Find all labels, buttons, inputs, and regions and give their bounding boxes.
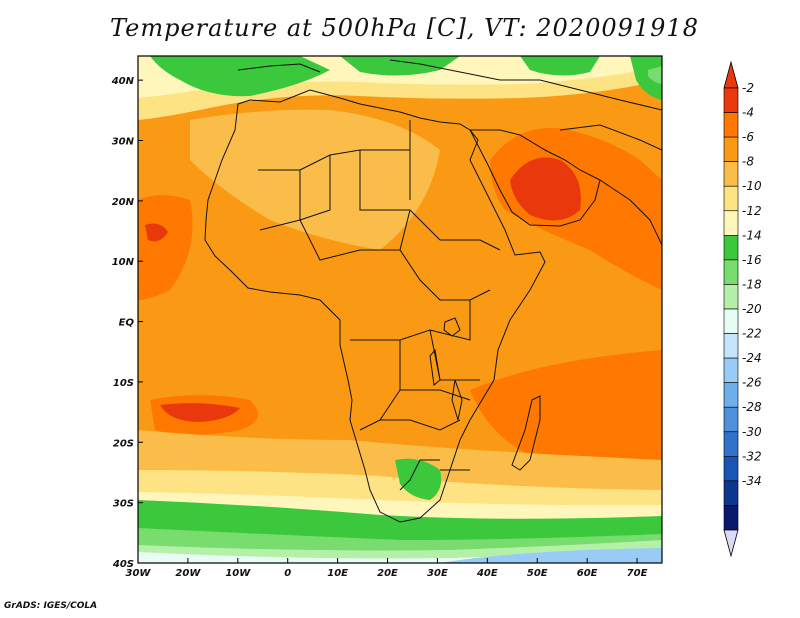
colorbar-label: -28 bbox=[742, 400, 762, 414]
lon-tick-label: 10W bbox=[225, 568, 251, 579]
lat-tick-label: 10S bbox=[113, 378, 134, 389]
lat-tick-label: 40N bbox=[111, 76, 135, 87]
lat-tick-label: 30S bbox=[113, 499, 134, 510]
colorbar-label: -20 bbox=[742, 302, 762, 316]
colorbar-label: -8 bbox=[742, 155, 754, 169]
lon-tick-label: 30E bbox=[427, 568, 448, 579]
colorbar-label: -4 bbox=[742, 106, 754, 120]
colorbar-swatch bbox=[723, 210, 739, 236]
colorbar-swatch bbox=[723, 456, 739, 482]
colorbar-swatch bbox=[723, 333, 739, 359]
colorbar-swatch bbox=[723, 112, 739, 138]
lon-tick-label: 60E bbox=[577, 568, 598, 579]
lat-tick-label: EQ bbox=[119, 318, 135, 329]
lat-tick-label: 20S bbox=[113, 438, 134, 449]
credit-text: GrADS: IGES/COLA bbox=[4, 601, 98, 611]
lon-tick-label: 70E bbox=[627, 568, 648, 579]
colorbar-swatch bbox=[723, 480, 739, 506]
colorbar-swatch bbox=[723, 308, 739, 334]
colorbar-swatch bbox=[723, 235, 739, 261]
colorbar-swatch bbox=[723, 259, 739, 285]
lat-tick-label: 20N bbox=[112, 197, 135, 208]
lon-tick-label: 40E bbox=[476, 568, 498, 579]
colorbar-label: -22 bbox=[742, 327, 762, 341]
colorbar-swatch bbox=[723, 431, 739, 457]
temperature-field bbox=[138, 56, 662, 563]
colorbar-label: -26 bbox=[742, 376, 762, 390]
colorbar-swatch bbox=[723, 357, 739, 383]
colorbar-label: -10 bbox=[742, 179, 762, 193]
colorbar-label: -24 bbox=[742, 351, 762, 365]
colorbar-top-arrow bbox=[723, 60, 739, 89]
colorbar-swatch bbox=[723, 505, 739, 531]
colorbar-swatch bbox=[723, 161, 739, 187]
colorbar-label: -12 bbox=[742, 204, 762, 218]
lon-tick-label: 10E bbox=[327, 568, 348, 579]
colorbar: -2 -4 -6 -8 -10 -12 -14 -16 -18 -20 -22 -24 -26 -28 -3… bbox=[723, 60, 762, 558]
lon-tick-label: 20W bbox=[175, 568, 201, 579]
colorbar-bottom-arrow bbox=[723, 529, 739, 558]
plot-frame bbox=[137, 55, 663, 564]
colorbar-label: -32 bbox=[742, 449, 762, 463]
lat-tick-label: 30N bbox=[112, 137, 135, 148]
colorbar-swatch bbox=[723, 406, 739, 433]
colorbar-swatch bbox=[723, 382, 739, 408]
coastlines bbox=[204, 59, 662, 523]
colorbar-label: -30 bbox=[742, 425, 762, 439]
lat-tick-label: 40S bbox=[112, 559, 134, 570]
colorbar-label: -18 bbox=[742, 277, 762, 291]
lon-tick-label: 20E bbox=[377, 568, 398, 579]
latitude-axis: 40N 30N 20N 10N EQ 10S 20S 30S 40S bbox=[111, 76, 143, 570]
colorbar-swatch bbox=[723, 136, 739, 162]
colorbar-label: -6 bbox=[742, 130, 754, 144]
colorbar-swatch bbox=[723, 284, 739, 310]
lat-tick-label: 10N bbox=[112, 257, 135, 268]
map-title: Temperature at 500hPa [C], VT: 202009191… bbox=[110, 14, 699, 42]
colorbar-label: -16 bbox=[742, 253, 762, 267]
colorbar-label: -34 bbox=[742, 474, 762, 488]
lon-tick-label: 50E bbox=[527, 568, 548, 579]
colorbar-swatch bbox=[723, 185, 739, 212]
colorbar-swatch bbox=[723, 87, 739, 113]
colorbar-label: -2 bbox=[742, 81, 754, 95]
longitude-axis: 30W 20W 10W 0 10E 20E 30E 40E 50E 60E 70E bbox=[126, 558, 648, 579]
colorbar-label: -14 bbox=[742, 228, 762, 242]
lon-tick-label: 30W bbox=[126, 568, 152, 579]
lon-tick-label: 0 bbox=[284, 568, 291, 579]
